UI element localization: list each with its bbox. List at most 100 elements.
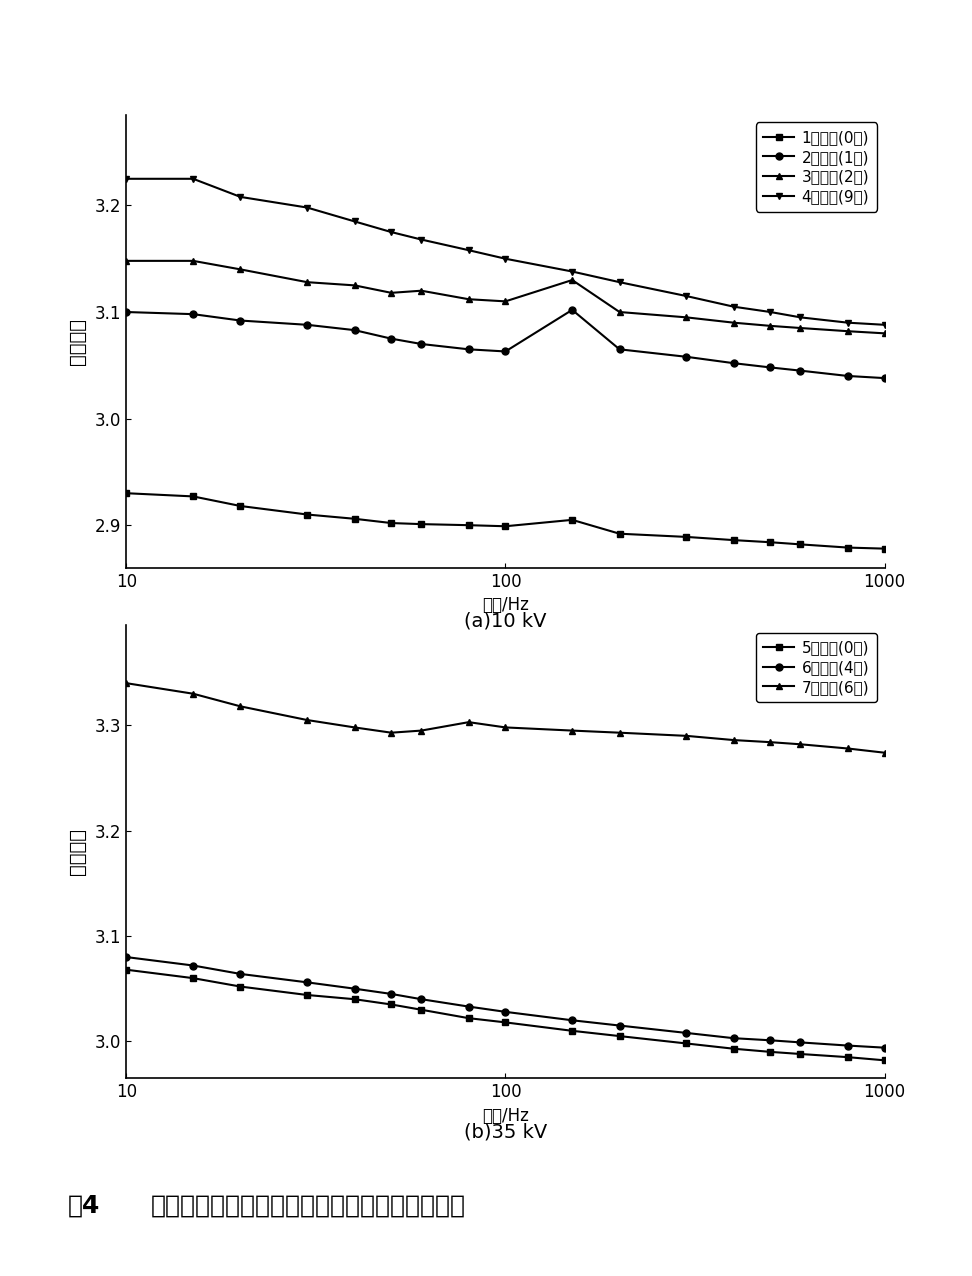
2号试样(1年) [680,350,692,365]
2号试样(1年) [349,323,361,338]
1号试样(0年) [680,530,692,545]
4号试样(9年) [567,264,578,279]
5号试样(0年) [121,962,132,977]
6号试样(4年) [188,958,199,974]
4号试样(9年) [680,288,692,304]
5号试样(0年) [842,1049,853,1064]
4号试样(9年) [386,225,398,240]
2号试样(1年) [234,313,246,328]
5号试样(0年) [567,1023,578,1039]
5号试样(0年) [301,988,313,1003]
6号试样(4年) [842,1037,853,1053]
3号试样(2年) [794,320,806,336]
2号试样(1年) [728,356,740,371]
2号试样(1年) [613,342,625,357]
7号试样(6年) [386,725,398,740]
1号试样(0年) [121,486,132,501]
1号试样(0年) [234,499,246,514]
5号试样(0年) [765,1044,777,1059]
2号试样(1年) [765,360,777,375]
6号试样(4年) [567,1013,578,1028]
1号试样(0年) [349,512,361,527]
Text: (a)10 kV: (a)10 kV [465,612,546,630]
7号试样(6年) [728,732,740,748]
2号试样(1年) [794,362,806,378]
5号试样(0年) [680,1036,692,1051]
6号试样(4年) [879,1040,890,1055]
7号试样(6年) [188,686,199,702]
7号试样(6年) [415,723,427,739]
5号试样(0年) [879,1053,890,1068]
2号试样(1年) [500,343,511,359]
1号试样(0年) [301,507,313,522]
Text: 不同运行年限热缩套管的介电常数与频率的关系: 不同运行年限热缩套管的介电常数与频率的关系 [151,1194,466,1217]
4号试样(9年) [728,299,740,314]
1号试样(0年) [463,518,474,533]
3号试样(2年) [567,272,578,287]
7号试样(6年) [349,720,361,735]
5号试样(0年) [500,1014,511,1030]
Line: 7号试样(6年): 7号试样(6年) [122,680,888,757]
5号试样(0年) [794,1046,806,1062]
2号试样(1年) [415,337,427,352]
4号试样(9年) [613,274,625,290]
2号试样(1年) [301,318,313,333]
5号试样(0年) [188,971,199,986]
7号试样(6年) [301,712,313,727]
5号试样(0年) [415,1002,427,1017]
1号试样(0年) [386,516,398,531]
3号试样(2年) [613,305,625,320]
5号试样(0年) [728,1041,740,1057]
4号试样(9年) [500,251,511,267]
6号试样(4年) [386,986,398,1002]
3号试样(2年) [415,283,427,299]
5号试样(0年) [234,979,246,994]
3号试样(2年) [500,293,511,309]
3号试样(2年) [121,253,132,268]
7号试样(6年) [680,729,692,744]
2号试样(1年) [121,305,132,320]
Y-axis label: 介电常数: 介电常数 [68,318,87,365]
7号试样(6年) [879,745,890,760]
7号试样(6年) [567,723,578,739]
4号试样(9年) [121,171,132,186]
6号试样(4年) [463,999,474,1014]
3号试样(2年) [234,262,246,277]
6号试样(4年) [349,981,361,997]
7号试样(6年) [463,715,474,730]
1号试样(0年) [500,518,511,533]
6号试样(4年) [765,1032,777,1048]
3号试样(2年) [188,253,199,268]
Line: 6号试样(4年): 6号试样(4年) [122,953,888,1051]
1号试样(0年) [613,526,625,541]
1号试样(0年) [879,541,890,556]
7号试样(6年) [234,699,246,715]
7号试样(6年) [121,675,132,690]
4号试样(9年) [301,200,313,216]
3号试样(2年) [349,278,361,293]
5号试样(0年) [613,1028,625,1044]
4号试样(9年) [879,318,890,333]
2号试样(1年) [463,342,474,357]
4号试样(9年) [415,232,427,248]
Legend: 1号试样(0年), 2号试样(1年), 3号试样(2年), 4号试样(9年): 1号试样(0年), 2号试样(1年), 3号试样(2年), 4号试样(9年) [756,122,877,212]
Text: (b)35 kV: (b)35 kV [464,1123,547,1141]
6号试样(4年) [728,1031,740,1046]
2号试样(1年) [188,306,199,322]
Line: 2号试样(1年): 2号试样(1年) [122,306,888,382]
6号试样(4年) [415,991,427,1007]
7号试样(6年) [842,741,853,757]
3号试样(2年) [728,315,740,330]
4号试样(9年) [842,315,853,330]
4号试样(9年) [463,242,474,258]
Line: 5号试样(0年): 5号试样(0年) [122,966,888,1064]
3号试样(2年) [842,324,853,339]
5号试样(0年) [349,991,361,1007]
1号试样(0年) [842,540,853,555]
2号试样(1年) [567,302,578,318]
Y-axis label: 介电常数: 介电常数 [68,828,87,875]
Text: 图4: 图4 [68,1194,100,1217]
6号试样(4年) [613,1018,625,1034]
3号试样(2年) [386,285,398,300]
4号试样(9年) [794,310,806,325]
